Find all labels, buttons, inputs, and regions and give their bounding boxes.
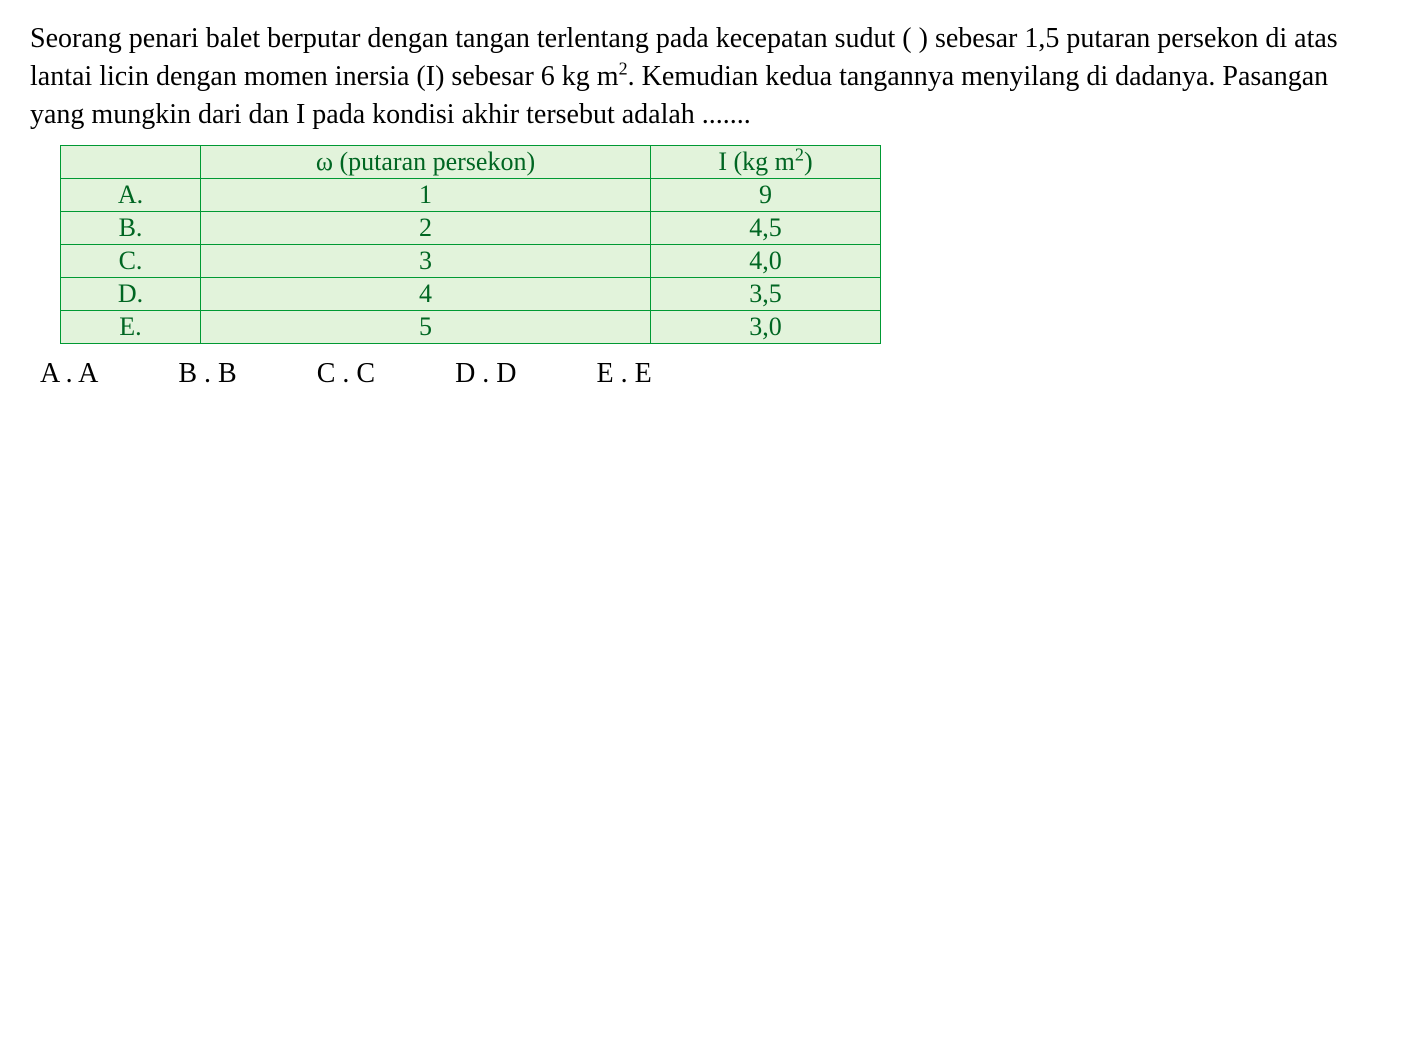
table-row: B. 2 4,5 bbox=[61, 212, 881, 245]
row-label: A. bbox=[61, 179, 201, 212]
option-a[interactable]: A . A bbox=[40, 358, 98, 390]
row-omega: 5 bbox=[201, 311, 651, 344]
header-omega: ω (putaran persekon) bbox=[201, 146, 651, 179]
option-d[interactable]: D . D bbox=[455, 358, 516, 390]
header-inertia-sup: 2 bbox=[795, 145, 804, 165]
header-inertia-post: ) bbox=[804, 147, 813, 176]
option-e[interactable]: E . E bbox=[597, 358, 652, 390]
header-inertia-pre: I (kg m bbox=[718, 147, 795, 176]
row-omega: 1 bbox=[201, 179, 651, 212]
header-empty bbox=[61, 146, 201, 179]
header-inertia: I (kg m2) bbox=[651, 146, 881, 179]
row-inertia: 3,0 bbox=[651, 311, 881, 344]
table-row: D. 4 3,5 bbox=[61, 278, 881, 311]
table-row: C. 3 4,0 bbox=[61, 245, 881, 278]
row-inertia: 3,5 bbox=[651, 278, 881, 311]
data-table: ω (putaran persekon) I (kg m2) A. 1 9 B.… bbox=[60, 145, 881, 344]
row-omega: 2 bbox=[201, 212, 651, 245]
question-sup: 2 bbox=[619, 58, 628, 78]
row-omega: 3 bbox=[201, 245, 651, 278]
row-omega: 4 bbox=[201, 278, 651, 311]
row-label: E. bbox=[61, 311, 201, 344]
option-b[interactable]: B . B bbox=[178, 358, 236, 390]
answer-options-row: A . A B . B C . C D . D E . E bbox=[30, 358, 1389, 390]
row-inertia: 4,0 bbox=[651, 245, 881, 278]
row-inertia: 9 bbox=[651, 179, 881, 212]
question-paragraph: Seorang penari balet berputar dengan tan… bbox=[30, 20, 1389, 133]
row-label: D. bbox=[61, 278, 201, 311]
table-row: E. 5 3,0 bbox=[61, 311, 881, 344]
row-label: B. bbox=[61, 212, 201, 245]
row-inertia: 4,5 bbox=[651, 212, 881, 245]
option-c[interactable]: C . C bbox=[317, 358, 375, 390]
table-header-row: ω (putaran persekon) I (kg m2) bbox=[61, 146, 881, 179]
row-label: C. bbox=[61, 245, 201, 278]
table-row: A. 1 9 bbox=[61, 179, 881, 212]
